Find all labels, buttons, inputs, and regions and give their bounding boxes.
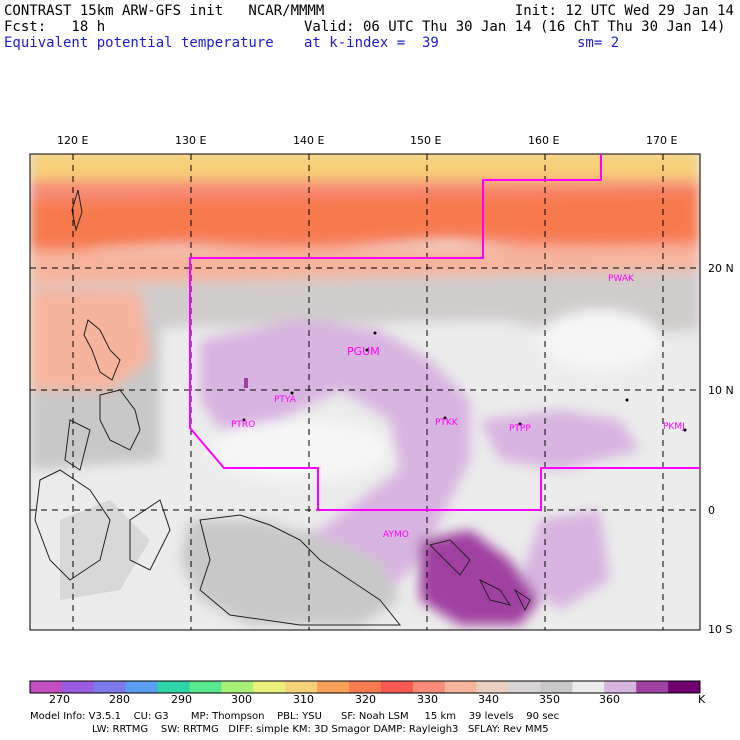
colorbar-label-290: 290 <box>171 693 192 706</box>
colorbar-swatch <box>572 681 605 693</box>
colorbar-swatch <box>221 681 254 693</box>
lat-label-20n: 20 N <box>708 262 734 275</box>
station-ptya: PTYA <box>274 395 297 405</box>
station-aymo: AYMO <box>383 530 409 540</box>
colorbar-swatch <box>61 681 95 693</box>
station-pkmj: PKMJ <box>663 422 685 432</box>
station-ptkk: PTKK <box>435 418 459 428</box>
lon-label-140e: 140 E <box>293 134 325 147</box>
lat-label-10n: 10 N <box>708 384 734 397</box>
model-level: at k-index = 39 <box>304 35 439 51</box>
station-ptpp: PTPP <box>509 424 531 434</box>
station-pwak: PWAK <box>608 274 635 284</box>
colorbar-swatch <box>668 681 701 693</box>
colorbar-swatch <box>476 681 509 693</box>
colorbar-unit: K <box>698 693 706 706</box>
colorbar-swatch <box>540 681 573 693</box>
forecast-hour: Fcst: 18 h <box>4 19 106 35</box>
colorbar-swatch <box>285 681 318 693</box>
lon-label-120e: 120 E <box>57 134 89 147</box>
colorbar-swatch <box>157 681 190 693</box>
colorbar-swatch <box>125 681 158 693</box>
lat-label-10s: 10 S <box>708 623 733 636</box>
colorbar-swatch <box>604 681 637 693</box>
colorbar-swatch <box>444 681 477 693</box>
colorbar-swatch <box>349 681 382 693</box>
model-info-line1: Model Info: V3.5.1 CU: G3 MP: Thompson P… <box>30 711 560 722</box>
colorbar-label-280: 280 <box>109 693 130 706</box>
colorbar-label-320: 320 <box>355 693 376 706</box>
colorbar-swatch <box>30 681 63 693</box>
lon-label-170e: 170 E <box>646 134 678 147</box>
nested-domain-boundary <box>189 154 700 511</box>
header-title: CONTRAST 15km ARW-GFS init NCAR/MMMM <box>4 3 325 19</box>
valid-time: Valid: 06 UTC Thu 30 Jan 14 (16 ChT Thu … <box>304 19 726 35</box>
colorbar-swatch <box>412 681 446 693</box>
colorbar-swatch <box>317 681 350 693</box>
station-markers <box>242 331 687 432</box>
colorbar-swatch <box>508 681 541 693</box>
smoothing: sm= 2 <box>577 35 620 51</box>
colorbar-swatch <box>636 681 669 693</box>
lon-label-150e: 150 E <box>410 134 442 147</box>
field-name: Equivalent potential temperature <box>4 35 274 51</box>
colorbar-swatch <box>253 681 286 693</box>
colorbar <box>29 680 701 694</box>
lat-label-equator: 0 <box>708 504 715 517</box>
colorbar-swatch <box>189 681 222 693</box>
station-ptro: PTRO <box>231 420 255 430</box>
lon-label-160e: 160 E <box>528 134 560 147</box>
colorbar-label-310: 310 <box>293 693 314 706</box>
colorbar-frame <box>29 680 701 694</box>
colorbar-label-330: 330 <box>417 693 438 706</box>
theta-e-field <box>30 154 700 630</box>
colorbar-label-350: 350 <box>539 693 560 706</box>
colorbar-label-360: 360 <box>599 693 620 706</box>
colorbar-label-300: 300 <box>231 693 252 706</box>
colorbar-label-270: 270 <box>49 693 70 706</box>
lon-label-130e: 130 E <box>175 134 207 147</box>
colorbar-swatch <box>380 681 414 693</box>
station-pgum: PGUM <box>347 345 380 358</box>
model-info-line2: LW: RRTMG SW: RRTMG DIFF: simple KM: 3D … <box>92 724 549 735</box>
coastlines <box>34 189 531 626</box>
init-time: Init: 12 UTC Wed 29 Jan 14 <box>514 3 734 19</box>
colorbar-label-340: 340 <box>478 693 499 706</box>
colorbar-swatch <box>93 681 127 693</box>
map-frame <box>29 153 701 631</box>
